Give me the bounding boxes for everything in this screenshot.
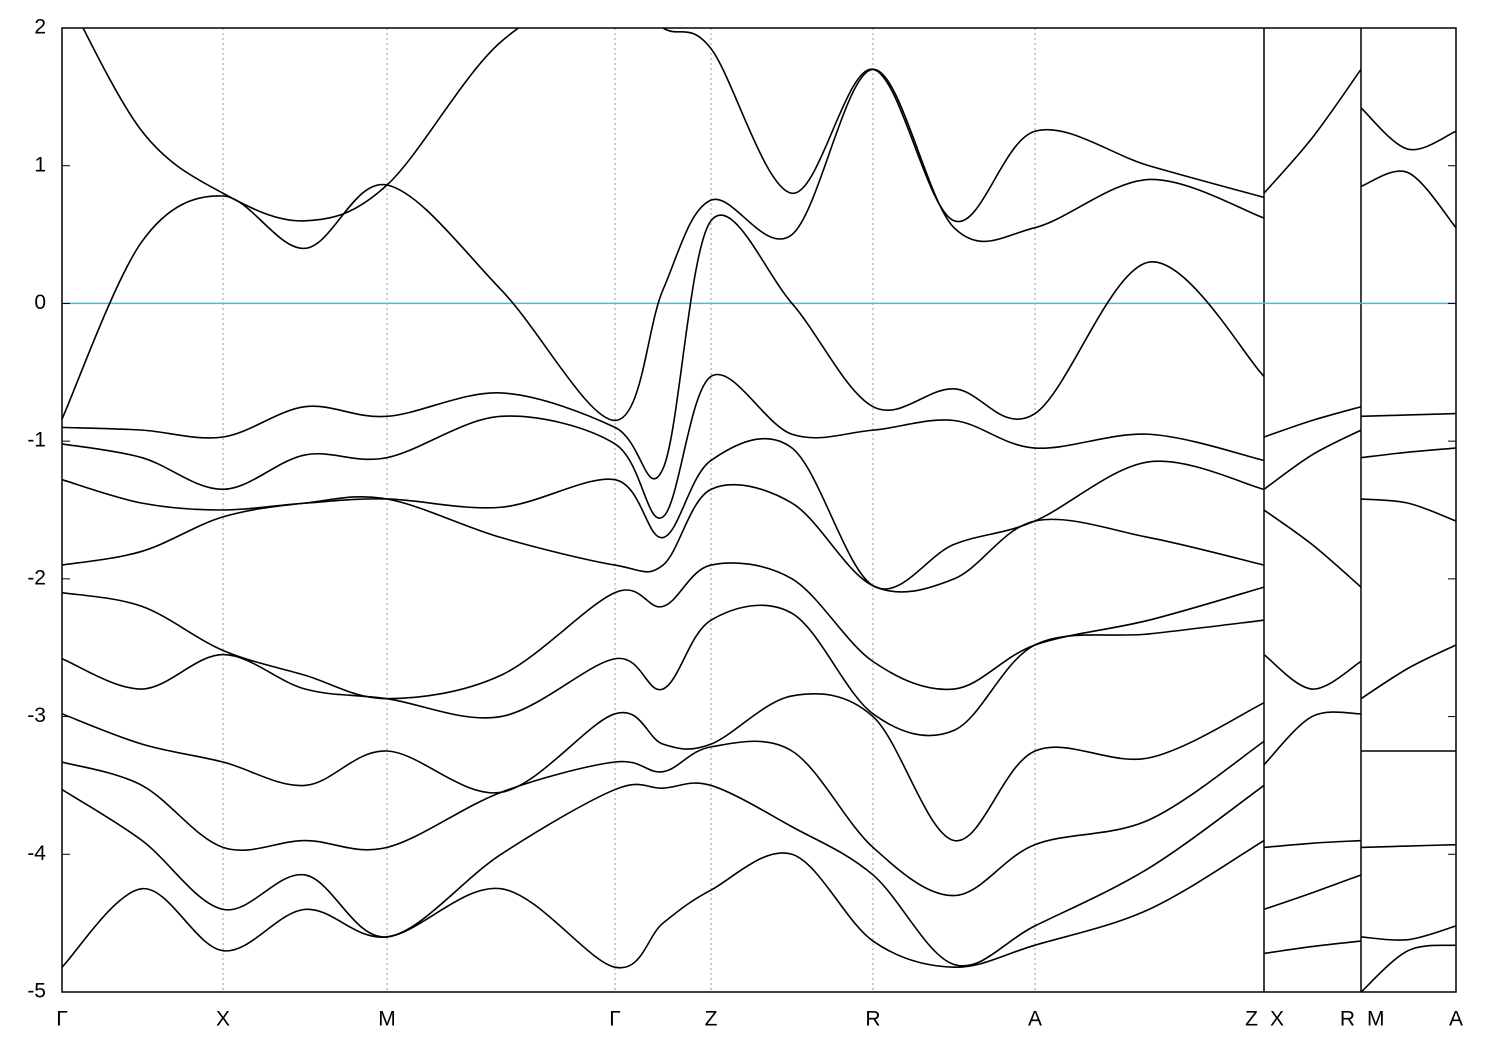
y-tick-label: -2 (27, 566, 46, 589)
band-line (62, 562, 1456, 849)
x-tick-label: A (1449, 1008, 1463, 1031)
y-tick-label: -4 (27, 842, 46, 865)
label-layer: 210-1-2-3-4-5Γ X M Γ Z R A Z X R M A (27, 16, 1463, 1031)
band-line (82, 28, 1456, 223)
x-tick-label: Γ (56, 1008, 68, 1031)
band-line (62, 692, 1456, 955)
x-tick-label: Γ (609, 1008, 621, 1031)
y-tick-label: -1 (27, 429, 46, 452)
x-tick-label: X (216, 1008, 230, 1031)
grid-layer (62, 28, 1456, 992)
band-line (62, 740, 1456, 992)
band-line (62, 782, 1265, 967)
x-tick-label: M (378, 1008, 396, 1031)
x-tick-label: M (1367, 1008, 1385, 1031)
plot-frame (61, 27, 1457, 993)
y-tick-label: 2 (34, 16, 46, 39)
x-tick-label: R (1340, 1008, 1355, 1031)
x-tick-label: Z (1245, 1008, 1258, 1031)
y-tick-label: -3 (27, 704, 46, 727)
band-line (62, 68, 1456, 438)
y-tick-label: 0 (34, 291, 46, 314)
y-tick-label: 1 (34, 153, 46, 176)
x-tick-label: Z (705, 1008, 718, 1031)
x-tick-label: A (1028, 1008, 1042, 1031)
x-tick-label: R (865, 1008, 880, 1031)
band-line (62, 373, 1456, 588)
band-line (62, 483, 1456, 766)
band-line (62, 604, 1456, 911)
band-line (62, 437, 1456, 690)
band-layer (62, 28, 1456, 992)
x-tick-label: X (1270, 1008, 1284, 1031)
y-tick-label: -5 (27, 980, 46, 1003)
band-line (62, 214, 1456, 490)
band-line (62, 839, 1265, 969)
